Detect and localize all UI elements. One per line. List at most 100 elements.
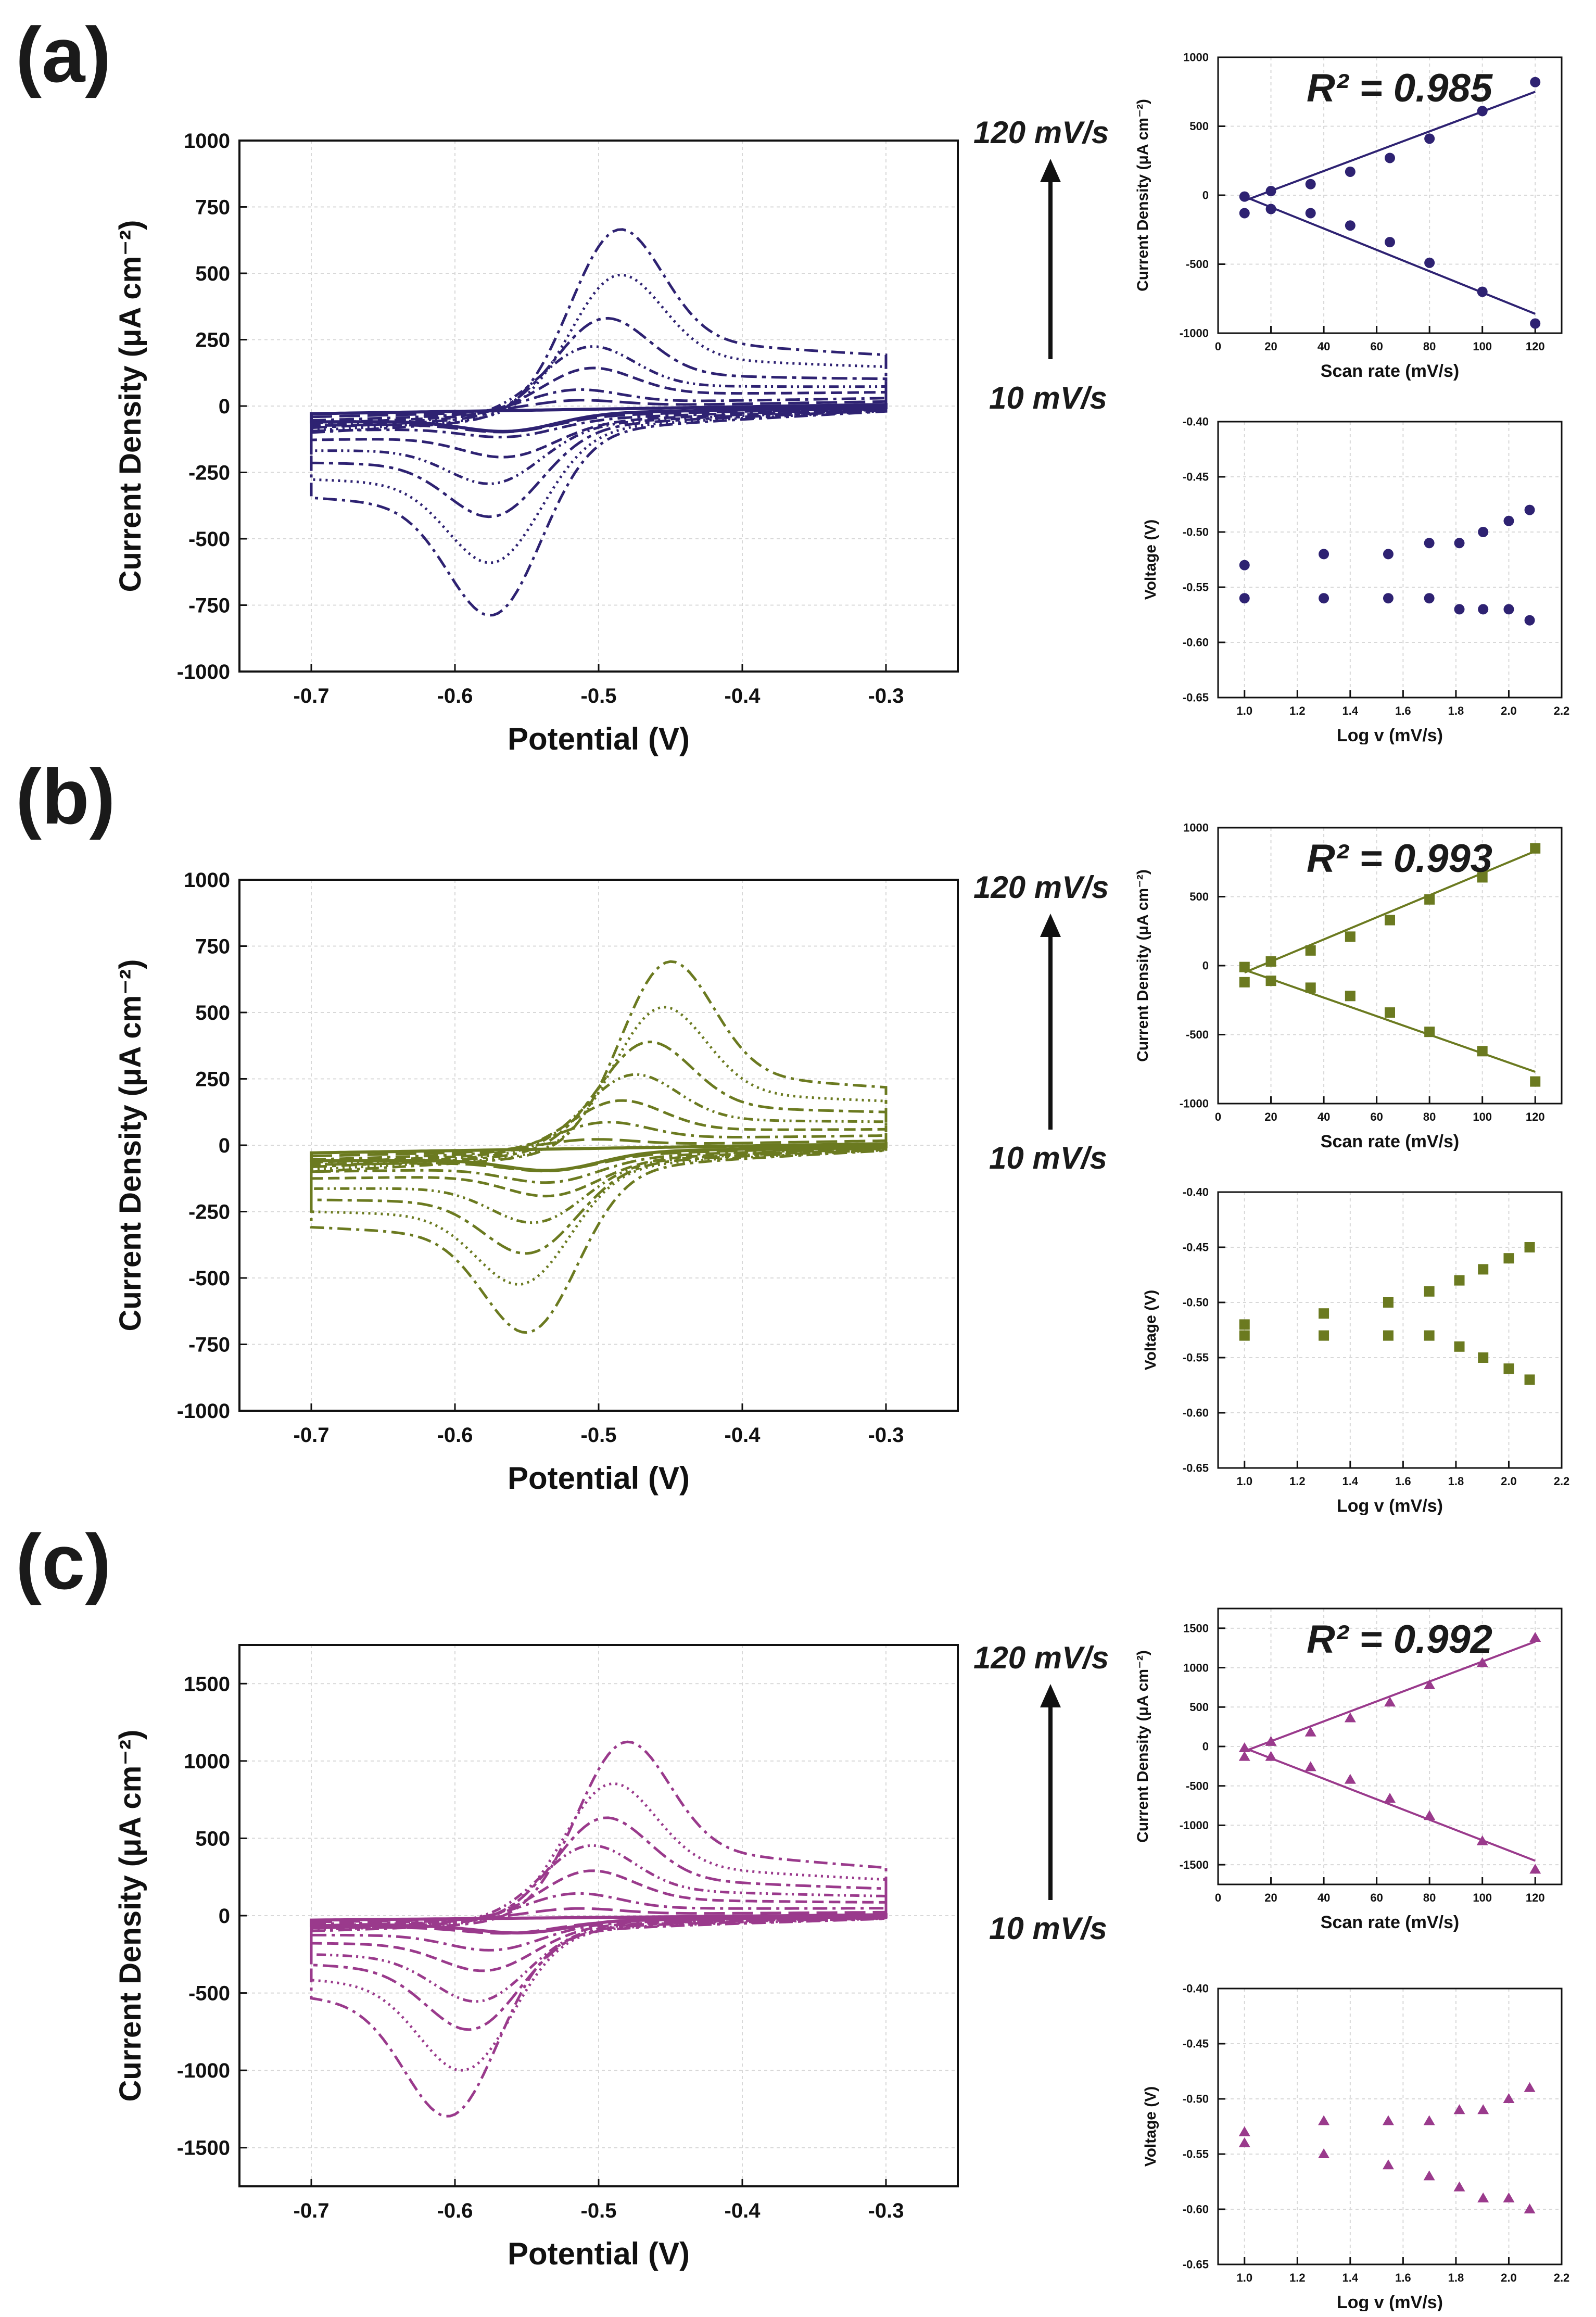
y-tick-label: -500 (1186, 258, 1209, 271)
cathodic-peak-point (1239, 593, 1250, 604)
x-axis-label: Potential (V) (508, 721, 690, 756)
anodic-point (1385, 153, 1395, 163)
cathodic-point (1265, 204, 1276, 214)
anodic-peak-point (1382, 2115, 1394, 2125)
logv-chart-c: 1.0 1.2 1.4 1.6 1.8 2.0 2.2 -0.65 -0.60 -0.55 -0.5… (1142, 1982, 1570, 2311)
y-tick-label: -0.65 (1183, 1462, 1209, 1475)
x-tick-label: 120 (1526, 1110, 1545, 1123)
y-tick-label: 0 (1202, 1740, 1209, 1753)
x-tick-label: 1.4 (1342, 1475, 1359, 1488)
x-tick-label: 120 (1526, 1891, 1545, 1904)
cathodic-peak-point (1383, 593, 1394, 604)
y-tick-label: -1000 (177, 661, 230, 683)
up-arrow-icon (1040, 1684, 1061, 1900)
anodic-point (1345, 931, 1356, 942)
y-tick-label: 1000 (184, 130, 230, 153)
y-tick-label: -0.40 (1183, 415, 1209, 428)
anodic-point (1385, 915, 1395, 926)
x-tick-label: 120 (1526, 340, 1545, 353)
y-tick-label: -1000 (1180, 327, 1209, 340)
x-tick-label: 2.2 (1554, 2271, 1570, 2284)
anodic-peak-point (1524, 2082, 1536, 2092)
arrow-top-label: 120 mV/s (973, 870, 1109, 905)
cathodic-peak-point (1524, 1374, 1535, 1385)
cathodic-point (1265, 976, 1276, 986)
y-tick-label: -1000 (1180, 1819, 1209, 1832)
x-tick-label: -0.5 (581, 2199, 617, 2222)
x-tick-label: 1.2 (1289, 704, 1306, 717)
scan-arrow-c: 120 mV/s 10 mV/s (973, 1640, 1130, 1946)
cathodic-peak-point (1503, 604, 1514, 615)
arrow-bottom-label: 10 mV/s (989, 1141, 1107, 1175)
cathodic-point (1530, 318, 1541, 329)
x-tick-label: -0.4 (725, 2199, 761, 2222)
y-tick-label: -0.65 (1183, 691, 1209, 704)
y-tick-label: -750 (188, 1334, 230, 1357)
anodic-peak-point (1478, 1264, 1489, 1275)
y-tick-label: -500 (188, 528, 230, 551)
cv-chart-a: -0.7 -0.6 -0.5 -0.4 -0.3 -1000 -750 -500 -250 0 25… (113, 130, 959, 756)
y-tick-label: -0.45 (1183, 2037, 1209, 2050)
y-axis-label: Current Density (μA cm⁻²) (1134, 869, 1151, 1062)
anodic-peak-point (1454, 538, 1465, 549)
y-tick-label: -0.60 (1183, 1407, 1209, 1420)
panel-label-b: (b) (16, 753, 116, 840)
y-axis-label: Voltage (V) (1142, 2086, 1159, 2167)
cathodic-peak-point (1454, 1341, 1465, 1352)
cathodic-peak-point (1239, 1330, 1250, 1341)
anodic-peak-point (1239, 1319, 1250, 1330)
y-tick-label: 500 (1189, 1701, 1209, 1714)
y-tick-label: 750 (195, 196, 230, 219)
r-squared-label: R² = 0.985 (1307, 66, 1493, 110)
y-axis-label: Current Density (μA cm⁻²) (113, 1730, 147, 2102)
cathodic-peak-point (1454, 604, 1465, 615)
plot-frame (1217, 421, 1563, 699)
plot-frame (1217, 1191, 1563, 1469)
anodic-peak-point (1319, 549, 1329, 560)
anodic-point (1239, 191, 1250, 202)
cv-curve-80mVs (310, 316, 888, 518)
up-arrow-icon (1040, 159, 1061, 359)
x-tick-label: 1.4 (1342, 2271, 1359, 2284)
x-tick-label: 60 (1370, 340, 1383, 353)
x-tick-label: 1.0 (1236, 704, 1252, 717)
cathodic-peak-point (1319, 593, 1329, 604)
y-tick-label: -750 (188, 594, 230, 617)
cathodic-point (1304, 1761, 1316, 1771)
cathodic-peak-point (1382, 2159, 1394, 2170)
cathodic-peak-point (1424, 1330, 1435, 1341)
scan-arrow-a: 120 mV/s 10 mV/s (973, 115, 1130, 416)
y-tick-label: -0.60 (1183, 636, 1209, 649)
x-axis-label: Scan rate (mV/s) (1321, 361, 1459, 381)
x-tick-label: 60 (1370, 1110, 1383, 1123)
x-tick-label: -0.5 (581, 1424, 617, 1447)
y-tick-label: -0.50 (1183, 526, 1209, 539)
cathodic-point (1530, 1076, 1541, 1087)
x-tick-label: 100 (1473, 340, 1492, 353)
cathodic-point (1385, 237, 1395, 248)
cathodic-point (1476, 1835, 1488, 1845)
x-tick-label: -0.7 (294, 1424, 330, 1447)
x-tick-label: 80 (1423, 1891, 1436, 1904)
cathodic-peak-point (1423, 2170, 1435, 2181)
x-tick-label: 1.0 (1236, 2271, 1252, 2284)
y-axis-label: Current Density (μA cm⁻²) (113, 959, 147, 1332)
y-tick-label: 250 (195, 329, 230, 352)
y-tick-label: 500 (1189, 890, 1209, 903)
cv-curve-120mVs (310, 960, 888, 1334)
y-axis-label: Current Density (μA cm⁻²) (1134, 99, 1151, 292)
cathodic-point (1424, 1027, 1435, 1037)
anodic-peak-point (1478, 527, 1489, 537)
x-tick-label: 80 (1423, 1110, 1436, 1123)
y-tick-label: -0.40 (1183, 1186, 1209, 1199)
y-tick-label: -0.40 (1183, 1982, 1209, 1995)
anodic-peak-point (1423, 2115, 1435, 2125)
cv-curve-65mVs (310, 1844, 888, 2003)
plot-frame (1217, 1987, 1563, 2265)
cathodic-fit-line (1244, 969, 1536, 1073)
anodic-peak-point (1239, 560, 1250, 571)
cathodic-peak-point (1524, 615, 1535, 626)
x-axis-label: Potential (V) (508, 2236, 690, 2271)
cathodic-peak-point (1503, 2192, 1515, 2202)
x-tick-label: 1.6 (1395, 1475, 1411, 1488)
